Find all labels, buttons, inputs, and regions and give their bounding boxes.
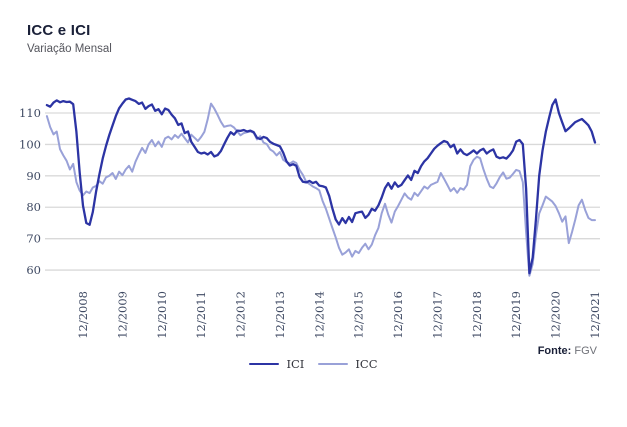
icc-line-swatch-icon [318,362,349,366]
ici-line-swatch-icon [249,362,280,366]
svg-text:90: 90 [26,169,41,183]
legend-label-ici: ICI [286,357,305,371]
svg-text:12/2014: 12/2014 [312,291,326,339]
svg-text:12/2012: 12/2012 [234,291,248,339]
svg-text:60: 60 [26,263,41,277]
svg-text:12/2008: 12/2008 [76,291,90,339]
svg-text:70: 70 [26,232,41,246]
page-subtitle: Variação Mensal [27,43,112,55]
svg-text:100: 100 [19,137,41,151]
chart-legend: ICI ICC [0,357,627,371]
svg-text:110: 110 [19,106,41,120]
svg-text:12/2011: 12/2011 [194,291,208,339]
svg-text:12/2013: 12/2013 [273,291,287,339]
svg-text:12/2010: 12/2010 [155,291,169,339]
svg-text:12/2021: 12/2021 [588,291,602,339]
svg-text:12/2015: 12/2015 [352,291,366,339]
svg-text:12/2016: 12/2016 [391,291,405,339]
svg-text:12/2017: 12/2017 [430,291,444,339]
svg-text:80: 80 [26,200,41,214]
legend-label-icc: ICC [355,357,378,371]
svg-text:12/2018: 12/2018 [470,291,484,339]
svg-text:12/2019: 12/2019 [509,291,523,339]
svg-text:12/2020: 12/2020 [549,291,563,339]
legend-item-ici: ICI [249,357,304,371]
source-value: FGV [574,345,597,357]
svg-text:12/2009: 12/2009 [115,291,129,339]
page-title: ICC e ICI [27,22,91,39]
legend-item-icc: ICC [318,357,378,371]
source-label: Fonte: [537,345,572,357]
source-note: Fonte: FGV [538,345,597,357]
